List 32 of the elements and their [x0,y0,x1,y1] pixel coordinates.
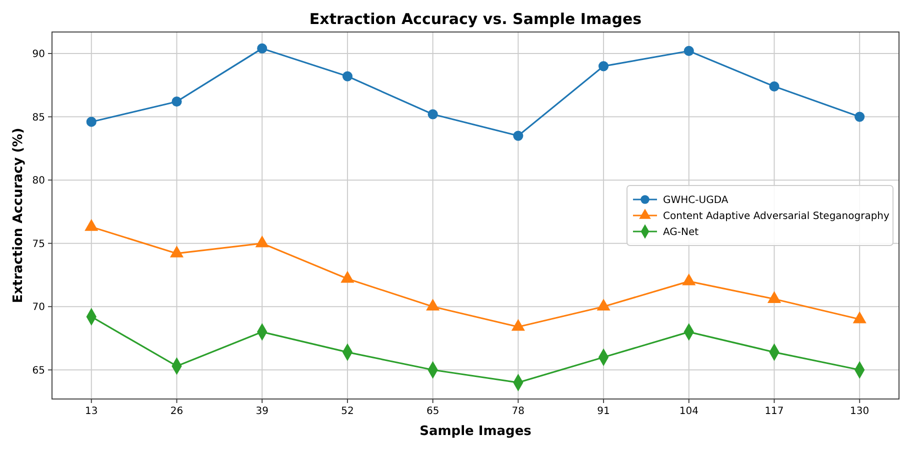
point [854,112,865,122]
x-tick-label: 130 [850,406,870,417]
x-tick-label: 104 [679,406,698,417]
y-tick-label: 65 [32,365,45,376]
x-tick-label: 117 [764,406,784,417]
legend-label: GWHC-UGDA [663,195,728,206]
point [172,96,182,107]
x-tick-label: 39 [256,406,268,417]
y-tick-label: 85 [32,112,45,124]
point [257,43,268,54]
point [428,109,438,120]
point [769,81,780,92]
point [684,46,694,56]
y-axis-title: Extraction Accuracy (%) [11,128,26,304]
x-tick-label: 26 [170,406,184,417]
x-tick-label: 78 [512,406,525,417]
x-tick-label: 91 [597,406,610,417]
y-tick-label: 80 [32,176,45,187]
point [598,61,609,72]
point [513,130,524,141]
x-axis-title: Sample Images [420,424,532,439]
x-tick-label: 13 [85,406,98,417]
x-tick-label: 65 [426,406,440,417]
point [342,71,353,82]
x-tick-label: 52 [341,406,354,417]
point [86,116,96,127]
y-tick-label: 90 [32,49,45,60]
legend-label: AG-Net [663,227,699,238]
chart-title: Extraction Accuracy vs. Sample Images [309,10,642,28]
y-tick-label: 70 [32,302,45,314]
legend-label: Content Adaptive Adversarial Steganography [663,211,890,222]
y-tick-label: 75 [32,238,45,250]
